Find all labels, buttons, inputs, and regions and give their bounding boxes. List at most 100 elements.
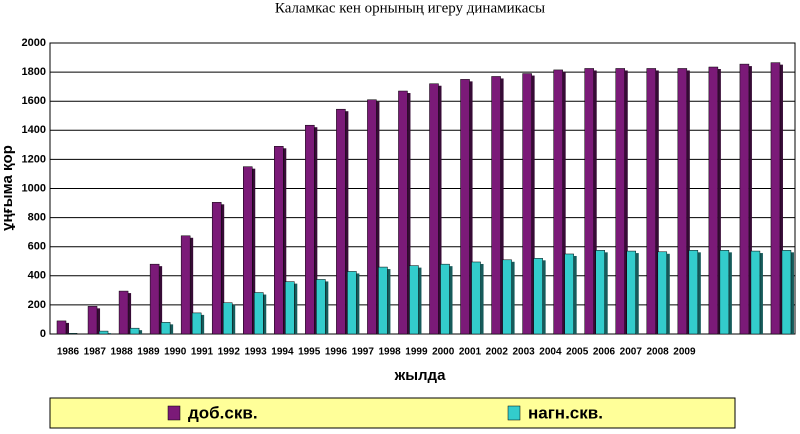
x-tick-label: 1993 [244, 347, 267, 358]
x-tick-label: 2004 [539, 347, 562, 358]
bar [160, 322, 171, 335]
bar-side [263, 294, 267, 334]
bar [584, 68, 594, 335]
x-tick-label: 1986 [57, 347, 80, 358]
bar [409, 265, 419, 335]
bar-side [593, 70, 597, 335]
x-tick-label: 2005 [566, 347, 589, 358]
bar-side [407, 93, 411, 334]
y-tick-label: 1600 [22, 95, 46, 107]
bar-side [201, 314, 205, 334]
bar-side [314, 127, 318, 335]
legend-swatch [167, 405, 181, 421]
bar [595, 250, 605, 335]
bar-side [376, 101, 380, 335]
bar [460, 79, 470, 335]
bar [367, 99, 377, 335]
bar-side [387, 269, 391, 334]
bar [191, 312, 202, 335]
bar [56, 320, 67, 335]
bar-side [748, 66, 752, 334]
bar-side [190, 237, 194, 334]
x-axis-label: жылда [394, 367, 446, 384]
bar-side [779, 64, 783, 334]
x-tick-label: 1998 [378, 347, 401, 358]
bar-side [221, 204, 225, 334]
x-tick-label: 1994 [271, 347, 294, 358]
bar-side [666, 253, 670, 334]
x-tick-label: 1996 [325, 347, 348, 358]
bar-side [500, 78, 504, 334]
bar-side [469, 81, 473, 334]
bar-side [686, 70, 690, 335]
y-tick-label: 400 [28, 270, 46, 282]
bar [211, 202, 222, 335]
x-tick-label: 2009 [673, 347, 696, 358]
x-tick-label: 2002 [486, 347, 509, 358]
bar-side [345, 111, 349, 334]
bar-side [542, 260, 546, 334]
x-tick-label: 1992 [218, 347, 241, 358]
y-tick-label: 1800 [22, 66, 46, 78]
x-tick-label: 1999 [405, 347, 428, 358]
bar [222, 302, 233, 335]
x-tick-label: 1990 [164, 347, 187, 358]
bar-side [480, 263, 484, 334]
bar [274, 146, 284, 335]
bar [533, 258, 543, 335]
y-tick-label: 600 [28, 241, 46, 253]
bar [129, 327, 140, 335]
bar-side [728, 252, 732, 334]
bar [347, 271, 357, 335]
bar [316, 279, 326, 335]
bar-side [418, 267, 422, 334]
bar [739, 63, 750, 335]
x-tick-label: 2003 [512, 347, 535, 358]
bar [770, 62, 781, 335]
bar-side [573, 255, 577, 334]
y-axis-label: ұңғыма қор [0, 145, 16, 231]
bar [688, 250, 699, 335]
bar [180, 235, 191, 335]
x-tick-label: 1991 [191, 347, 214, 358]
bar [243, 166, 253, 335]
bar-side [449, 266, 453, 334]
bar [646, 68, 657, 335]
x-tick-label: 1987 [84, 347, 107, 358]
bar-side [604, 252, 608, 334]
bar-side [252, 168, 256, 334]
bar [708, 66, 719, 335]
bar [87, 306, 98, 335]
x-tick-label: 1988 [110, 347, 133, 358]
y-tick-label: 1400 [22, 124, 46, 136]
bar-side [511, 261, 515, 334]
bar [657, 251, 668, 335]
bar-side [97, 308, 101, 334]
bar [149, 263, 160, 335]
bar [471, 261, 481, 335]
bar-side [66, 322, 69, 334]
bar [285, 281, 295, 335]
bar [254, 292, 264, 335]
bar-side [624, 70, 628, 335]
bar-side [717, 69, 721, 334]
bar-side [139, 330, 143, 334]
bar-side [283, 148, 287, 334]
legend-label: нагн.скв. [528, 403, 603, 422]
y-tick-label: 1000 [22, 182, 46, 194]
legend-label: доб.скв. [188, 403, 258, 422]
y-tick-label: 1200 [22, 153, 46, 165]
bar [398, 90, 408, 335]
x-tick-label: 1989 [137, 347, 160, 358]
x-tick-label: 2000 [432, 347, 455, 358]
x-tick-label: 1995 [298, 347, 321, 358]
bar [305, 124, 315, 335]
bar [378, 266, 388, 335]
bar [750, 250, 761, 335]
bar-side [232, 304, 236, 334]
bar-side [170, 324, 174, 334]
bar [564, 253, 574, 335]
bar [626, 250, 636, 335]
bar-side [108, 333, 112, 334]
